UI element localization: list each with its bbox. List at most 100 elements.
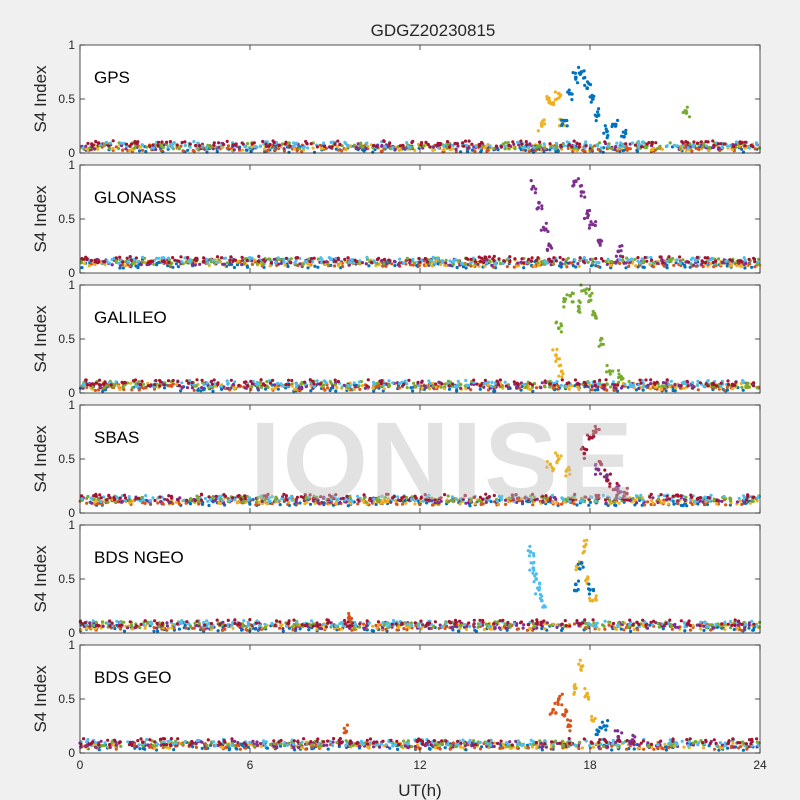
noise-point — [124, 147, 128, 151]
noise-point — [471, 256, 476, 260]
noise-point — [648, 262, 652, 267]
noise-point — [635, 501, 639, 505]
noise-point — [672, 263, 676, 267]
noise-point — [711, 260, 715, 265]
noise-point — [126, 260, 130, 264]
y-tick-label: 0.5 — [58, 212, 75, 226]
noise-point — [476, 625, 480, 629]
noise-point — [606, 144, 610, 148]
noise-point — [340, 149, 344, 153]
noise-point — [98, 493, 102, 497]
noise-point — [153, 498, 157, 503]
noise-point — [101, 382, 105, 386]
noise-point — [641, 388, 645, 392]
noise-point — [512, 265, 516, 269]
noise-point — [743, 140, 748, 144]
noise-point — [521, 146, 525, 150]
noise-point — [641, 140, 645, 144]
data-point — [605, 363, 609, 368]
noise-point — [264, 495, 268, 499]
noise-point — [597, 627, 601, 631]
noise-point — [597, 382, 601, 386]
data-point — [602, 131, 606, 135]
noise-point — [282, 260, 286, 264]
noise-point — [281, 627, 285, 631]
data-point — [552, 467, 556, 471]
noise-point — [283, 142, 287, 146]
noise-point — [184, 501, 188, 505]
noise-point — [606, 257, 610, 261]
noise-point — [80, 266, 84, 270]
noise-point — [426, 142, 430, 147]
noise-point — [213, 261, 217, 265]
data-point — [606, 133, 610, 138]
noise-point — [442, 144, 446, 148]
noise-point — [338, 500, 342, 504]
noise-point — [637, 386, 641, 391]
noise-point — [612, 500, 616, 504]
noise-point — [382, 387, 386, 391]
noise-point — [97, 383, 102, 387]
noise-point — [642, 503, 647, 507]
noise-point — [226, 386, 230, 390]
noise-point — [481, 497, 485, 501]
noise-point — [427, 379, 431, 383]
noise-point — [157, 625, 161, 629]
noise-point — [337, 264, 341, 268]
data-point — [545, 460, 549, 464]
noise-point — [116, 146, 121, 151]
noise-point — [574, 498, 578, 502]
noise-point — [577, 382, 581, 386]
noise-point — [334, 259, 338, 263]
noise-point — [581, 259, 586, 264]
noise-point — [98, 378, 102, 382]
noise-point — [211, 258, 215, 262]
noise-point — [139, 499, 143, 503]
noise-point — [122, 629, 127, 633]
noise-point — [425, 501, 429, 505]
panel-label: GALILEO — [94, 308, 167, 327]
noise-point — [141, 143, 145, 147]
noise-point — [207, 495, 211, 499]
noise-point — [483, 145, 487, 150]
noise-point — [428, 261, 432, 266]
noise-point — [656, 622, 660, 626]
data-point — [583, 195, 587, 199]
noise-point — [476, 262, 480, 266]
data-point — [554, 353, 558, 358]
data-point — [593, 463, 598, 467]
noise-point — [554, 141, 559, 145]
data-point — [608, 485, 612, 489]
noise-point — [424, 385, 428, 389]
noise-point — [226, 144, 231, 148]
noise-point — [531, 389, 535, 393]
noise-point — [645, 626, 650, 630]
noise-point — [294, 626, 298, 631]
noise-point — [637, 142, 641, 146]
noise-point — [564, 384, 568, 389]
noise-point — [303, 380, 307, 384]
noise-point — [519, 381, 524, 385]
noise-point — [548, 497, 552, 502]
noise-point — [105, 384, 109, 388]
noise-point — [188, 142, 192, 146]
noise-point — [603, 627, 607, 631]
noise-point — [751, 495, 755, 499]
noise-point — [320, 261, 324, 265]
noise-point — [272, 257, 276, 261]
noise-point — [211, 147, 215, 151]
noise-point — [529, 259, 534, 263]
noise-point — [467, 139, 471, 143]
noise-point — [653, 385, 658, 389]
noise-point — [469, 382, 473, 386]
noise-point — [309, 142, 313, 146]
noise-point — [627, 264, 631, 268]
noise-point — [133, 146, 137, 150]
noise-point — [401, 146, 405, 150]
noise-point — [584, 495, 588, 499]
noise-point — [649, 378, 653, 382]
noise-point — [210, 382, 214, 386]
noise-point — [366, 378, 370, 382]
noise-point — [134, 384, 138, 388]
